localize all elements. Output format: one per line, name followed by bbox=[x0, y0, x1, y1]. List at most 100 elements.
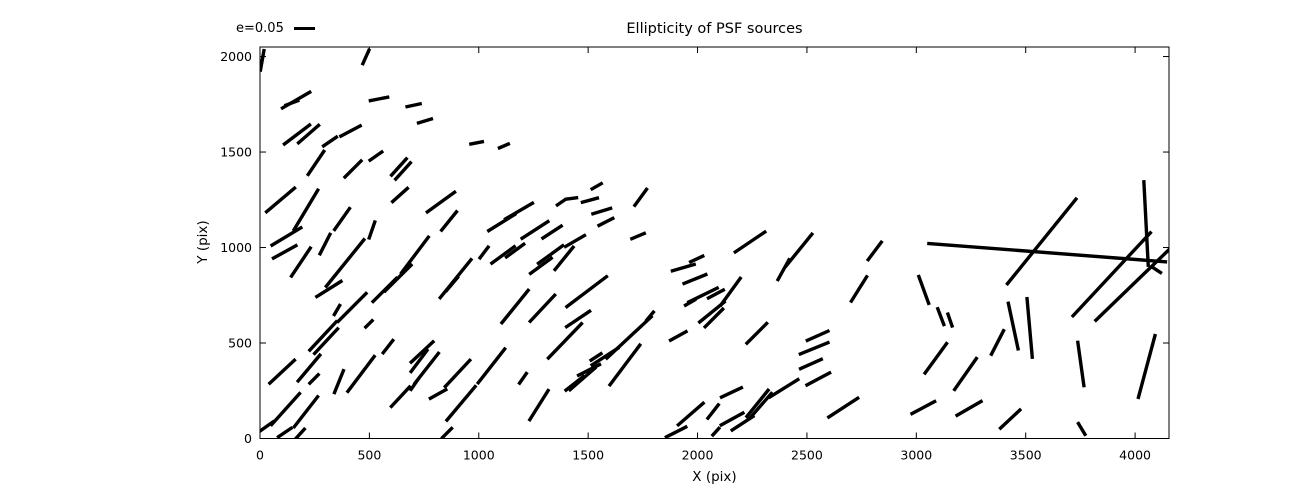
ellipticity-whisker bbox=[283, 98, 300, 108]
ellipticity-whisker bbox=[644, 309, 656, 323]
ellipticity-whisker bbox=[744, 321, 770, 346]
ellipticity-whisker bbox=[317, 232, 333, 257]
ellipticity-whisker bbox=[675, 400, 706, 428]
ellipticity-whisker bbox=[1070, 230, 1153, 319]
ellipticity-whisker bbox=[528, 255, 554, 276]
whisker-group bbox=[260, 48, 1169, 439]
chart-title: Ellipticity of PSF sources bbox=[626, 21, 803, 37]
ellipticity-whisker bbox=[408, 348, 430, 374]
ellipticity-whisker bbox=[323, 237, 367, 289]
ellipticity-whisker bbox=[706, 287, 726, 301]
x-tick-label: 3500 bbox=[1010, 448, 1042, 463]
ellipticity-whisker bbox=[295, 352, 323, 384]
ellipticity-whisker bbox=[688, 253, 706, 265]
ellipticity-whisker bbox=[367, 149, 385, 163]
ellipticity-whisker bbox=[307, 372, 321, 386]
ellipticity-whisker bbox=[442, 357, 473, 389]
ellipticity-whisker bbox=[425, 189, 457, 215]
ellipticity-whisker bbox=[499, 288, 531, 326]
ellipticity-whisker bbox=[935, 306, 946, 327]
ellipticity-whisker bbox=[527, 388, 551, 423]
ellipticity-whisker bbox=[332, 368, 346, 395]
ellipticity-whisker bbox=[998, 407, 1023, 431]
ellipticity-whisker bbox=[307, 319, 339, 353]
ellipticity-whisker bbox=[360, 48, 372, 66]
legend: e=0.05 bbox=[236, 21, 315, 36]
x-tick-label: 1000 bbox=[463, 448, 495, 463]
ellipticity-whisker bbox=[389, 384, 412, 409]
ellipticity-whisker bbox=[670, 262, 697, 273]
ellipticity-whisker bbox=[563, 374, 586, 393]
ellipticity-whisker bbox=[564, 308, 592, 330]
x-tick-label: 500 bbox=[357, 448, 381, 463]
y-tick-label: 1000 bbox=[220, 240, 252, 255]
ellipticity-whisker bbox=[1075, 340, 1086, 388]
ellipticity-whisker bbox=[389, 156, 409, 178]
ellipticity-whisker bbox=[546, 321, 584, 361]
ellipticity-whisker bbox=[710, 425, 722, 438]
ellipticity-whisker bbox=[367, 219, 377, 241]
x-tick-label: 2000 bbox=[682, 448, 714, 463]
ellipticity-whisker bbox=[718, 410, 746, 428]
ellipticity-whisker bbox=[267, 357, 297, 386]
ellipticity-whisker bbox=[503, 200, 535, 222]
x-tick-label: 2500 bbox=[791, 448, 823, 463]
ellipticity-whisker bbox=[408, 376, 421, 392]
x-tick-label: 1500 bbox=[572, 448, 604, 463]
ellipticity-whisker bbox=[732, 229, 768, 255]
ellipticity-whisker bbox=[1093, 247, 1169, 323]
ellipticity-whisker bbox=[416, 116, 434, 126]
ellipticity-whisker bbox=[1142, 180, 1150, 267]
ellipticity-whisker bbox=[393, 160, 413, 182]
y-axis-label: Y (pix) bbox=[195, 220, 211, 264]
ellipticity-whisker bbox=[719, 385, 744, 400]
ellipticity-whisker bbox=[1150, 265, 1163, 275]
ellipticity-whisker bbox=[260, 419, 276, 433]
ellipticity-whisker bbox=[1076, 421, 1088, 437]
ellipticity-whisker bbox=[477, 244, 491, 261]
x-tick-label: 0 bbox=[256, 448, 264, 463]
ellipticity-whisker bbox=[552, 244, 576, 272]
ellipticity-whisker bbox=[293, 426, 307, 439]
ellipticity-whisker bbox=[264, 185, 297, 215]
y-tick-label: 0 bbox=[244, 431, 252, 446]
y-tick-label: 1500 bbox=[220, 145, 252, 160]
ellipticity-whisker bbox=[564, 274, 609, 309]
ellipticity-whisker bbox=[517, 371, 529, 386]
y-tick-label: 500 bbox=[228, 336, 252, 351]
legend-whisker-sample bbox=[293, 26, 315, 31]
ellipticity-whisker bbox=[428, 387, 449, 401]
ellipticity-whisker bbox=[767, 377, 801, 400]
ellipticity-whisker bbox=[363, 318, 375, 330]
ellipticity-whisker bbox=[497, 141, 511, 151]
y-tick-label: 2000 bbox=[220, 49, 252, 64]
ellipticity-whisker bbox=[604, 314, 654, 361]
ellipticity-whisker bbox=[282, 122, 312, 147]
ellipticity-whisker bbox=[826, 395, 861, 420]
ellipticity-whisker bbox=[664, 424, 689, 439]
ellipticity-whisker bbox=[580, 196, 600, 205]
ellipticity-whisker bbox=[607, 342, 643, 388]
ellipticity-whisker bbox=[596, 216, 616, 228]
ellipticity-whisker bbox=[804, 370, 832, 388]
ellipticity-whisker bbox=[805, 328, 831, 343]
ellipticity-whisker bbox=[629, 231, 647, 241]
ellipticity-whisker bbox=[590, 206, 613, 216]
ellipticity-whisker bbox=[849, 274, 869, 304]
ellipticity-whisker bbox=[576, 362, 602, 378]
ellipticity-whisker bbox=[291, 394, 320, 430]
ellipticity-whisker bbox=[269, 391, 302, 427]
ellipticity-whisker bbox=[382, 262, 414, 294]
ellipticity-whisker bbox=[504, 241, 527, 260]
x-axis-label: X (pix) bbox=[692, 469, 737, 485]
ellipticity-whisker bbox=[989, 328, 1006, 357]
ellipticity-whisker bbox=[1025, 296, 1035, 360]
ellipticity-whisker bbox=[342, 158, 364, 180]
ellipticity-whisker bbox=[798, 357, 824, 371]
ellipticity-whisker bbox=[555, 197, 567, 208]
ellipticity-whisker bbox=[909, 399, 937, 416]
ellipticity-whisker bbox=[718, 276, 743, 308]
ellipticity-whisker bbox=[589, 181, 604, 192]
ellipticity-whisker bbox=[440, 426, 454, 439]
